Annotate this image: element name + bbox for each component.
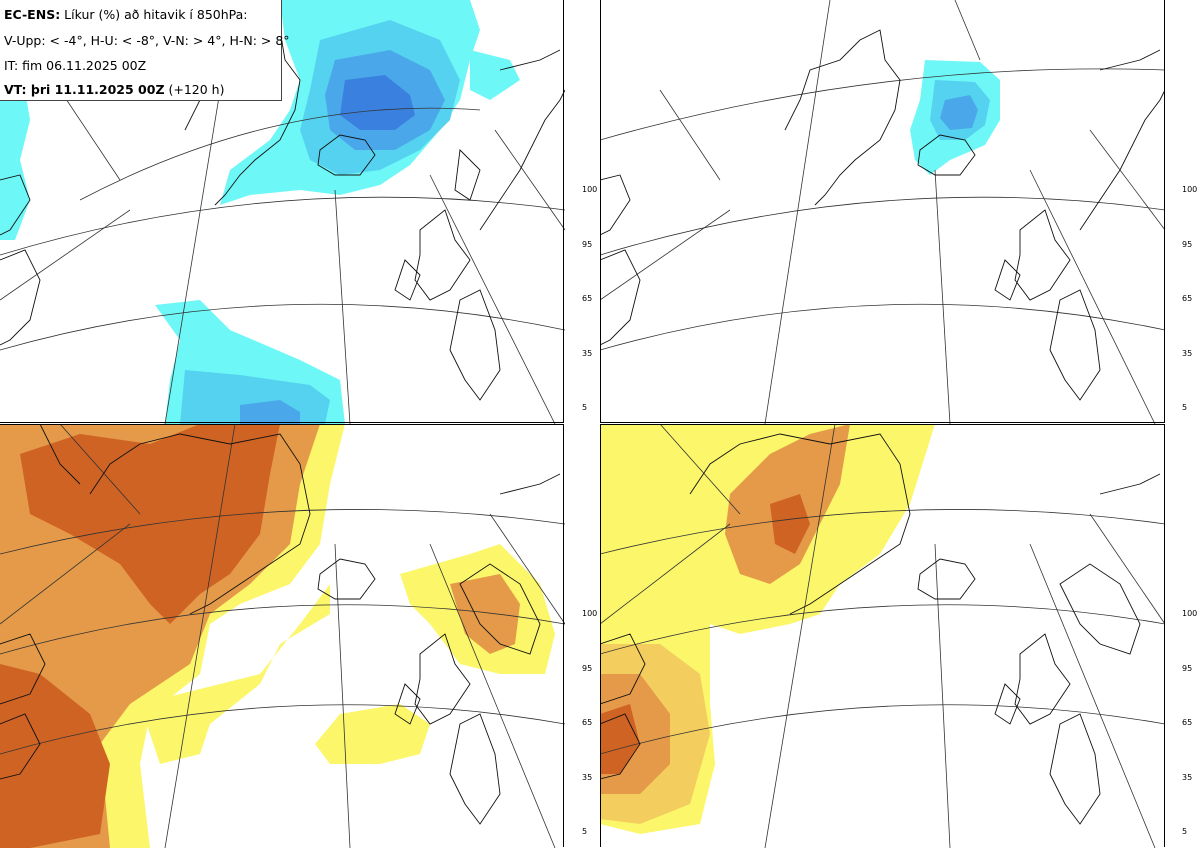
cb-label-95: 95 [582,240,593,249]
map-panel-top-left [0,0,565,424]
title-text: Líkur (%) að hitavik í 850hPa: [60,7,248,22]
cb-label-65: 65 [582,294,593,303]
init-time: IT: fim 06.11.2025 00Z [4,58,147,73]
cb-label-95: 95 [1182,240,1193,249]
cb-label-100: 100 [582,609,598,618]
valid-time-line: VT: þri 11.11.2025 00Z (+120 h) [4,82,224,97]
cb-label-100: 100 [1182,185,1198,194]
legend-box: EC-ENS: Líkur (%) að hitavik í 850hPa: V… [0,0,290,101]
cb-label-65: 65 [1182,294,1193,303]
cb-label-65: 65 [1182,718,1193,727]
cb-label-5: 5 [1182,403,1188,412]
cb-label-5: 5 [582,827,588,836]
map-top-right [600,0,1165,424]
map-panel-bottom-left [0,424,565,848]
valid-time-label: VT: þri 11.11.2025 00Z [4,82,165,97]
cb-label-95: 95 [582,664,593,673]
cb-label-35: 35 [1182,349,1193,358]
cb-label-100: 100 [1182,609,1198,618]
cb-label-5: 5 [1182,827,1188,836]
cb-label-65: 65 [582,718,593,727]
cb-label-100: 100 [582,185,598,194]
map-panel-top-right [600,0,1165,424]
thresholds-line: V-Upp: < -4°, H-U: < -8°, V-N: > 4°, H-N… [4,33,290,48]
cb-label-35: 35 [582,773,593,782]
cb-label-5: 5 [582,403,588,412]
map-panel-bottom-right [600,424,1165,848]
valid-time-offset: (+120 h) [164,82,225,97]
map-bottom-left [0,424,565,848]
map-top-left [0,0,565,424]
cb-label-95: 95 [1182,664,1193,673]
cb-label-35: 35 [1182,773,1193,782]
cb-label-35: 35 [582,349,593,358]
product-label: EC-ENS: [4,7,61,22]
title-line: EC-ENS: Líkur (%) að hitavik í 850hPa: [4,7,248,22]
map-bottom-right [600,424,1165,848]
